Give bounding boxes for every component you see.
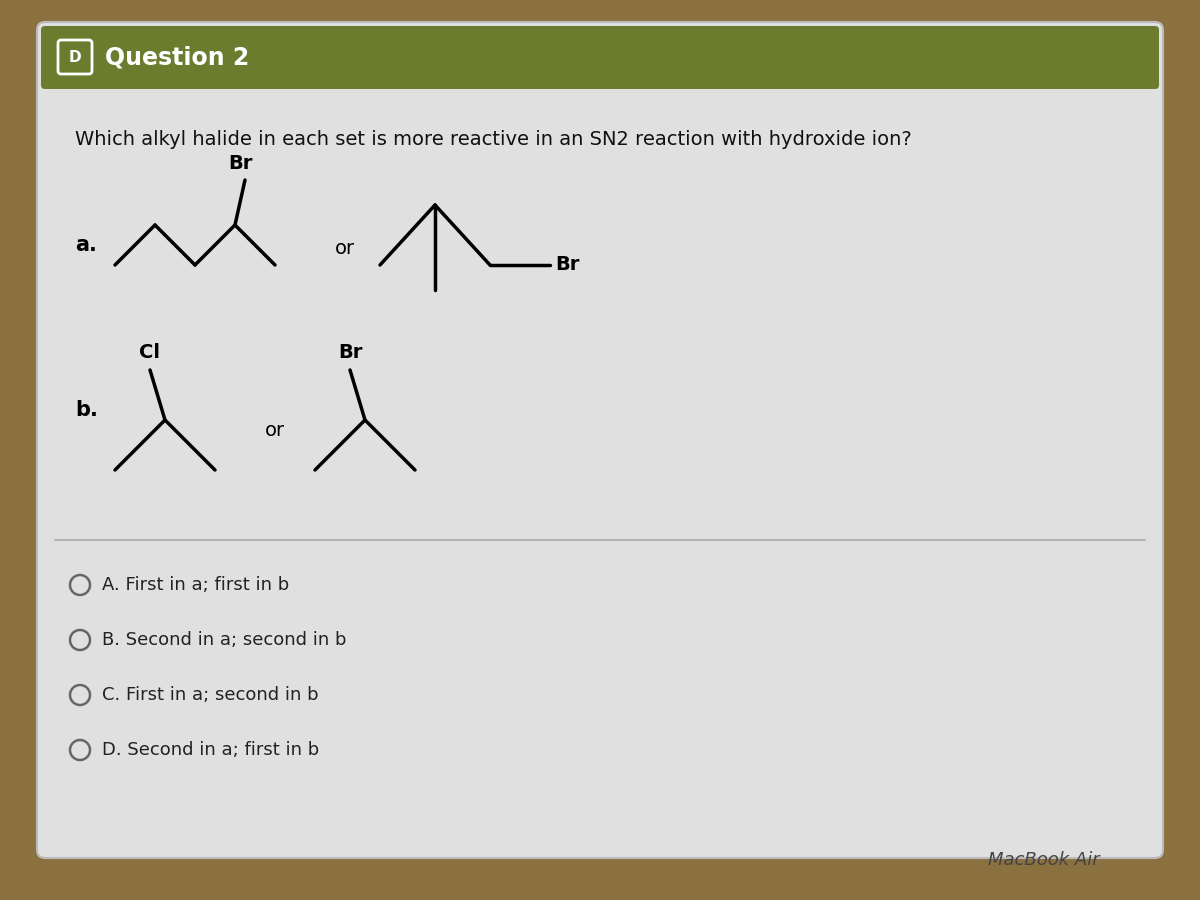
Text: Question 2: Question 2 — [106, 45, 250, 69]
Text: b.: b. — [74, 400, 98, 420]
Text: Br: Br — [554, 256, 580, 274]
Text: a.: a. — [74, 235, 97, 255]
Text: C. First in a; second in b: C. First in a; second in b — [102, 686, 319, 704]
Text: Cl: Cl — [139, 343, 161, 362]
Text: or: or — [335, 238, 355, 257]
Text: Br: Br — [338, 343, 362, 362]
Text: Br: Br — [228, 154, 252, 173]
Text: D: D — [68, 50, 82, 65]
FancyBboxPatch shape — [41, 26, 1159, 89]
FancyBboxPatch shape — [37, 22, 1163, 858]
Text: D. Second in a; first in b: D. Second in a; first in b — [102, 741, 319, 759]
Text: B. Second in a; second in b: B. Second in a; second in b — [102, 631, 347, 649]
Text: A. First in a; first in b: A. First in a; first in b — [102, 576, 289, 594]
Text: or: or — [265, 420, 286, 439]
Text: Which alkyl halide in each set is more reactive in an SN2 reaction with hydroxid: Which alkyl halide in each set is more r… — [74, 130, 912, 149]
Text: MacBook Air: MacBook Air — [989, 851, 1100, 869]
